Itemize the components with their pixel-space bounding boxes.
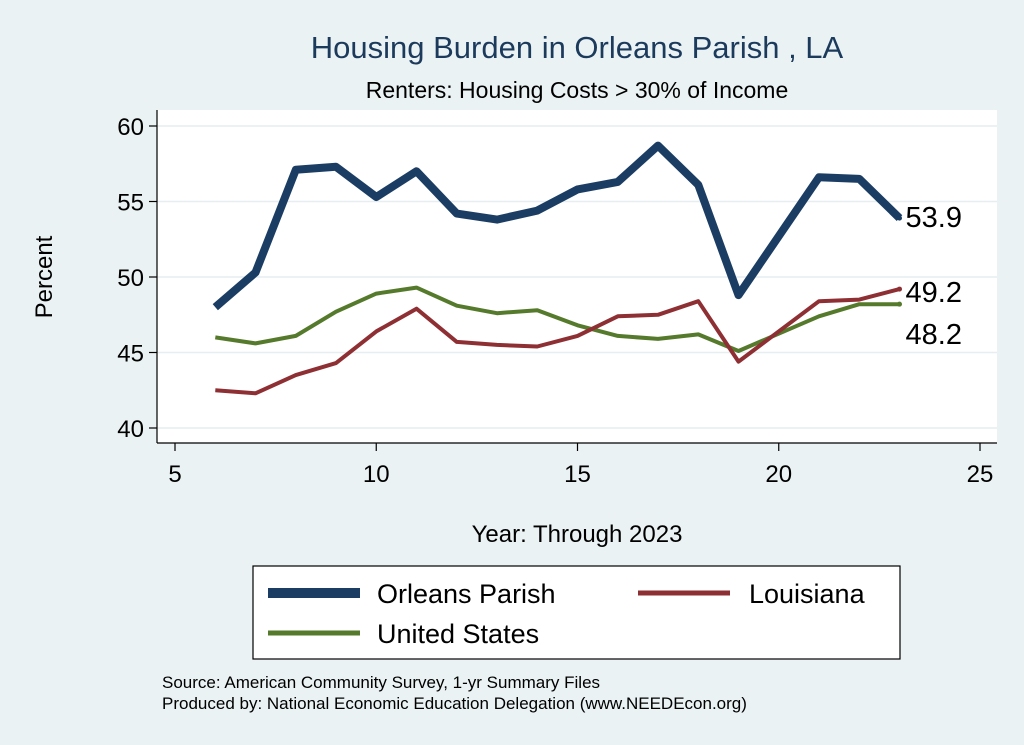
end-label-united-states: 48.2 <box>906 319 962 351</box>
x-tick-label-10: 10 <box>363 461 390 488</box>
x-tick-label-20: 20 <box>765 461 792 488</box>
y-tick-label-60: 60 <box>117 114 144 141</box>
y-tick-label-50: 50 <box>117 265 144 292</box>
end-label-orleans-parish: 53.9 <box>906 202 962 234</box>
gridlines <box>157 125 997 429</box>
y-axis-label: Percent <box>31 235 58 318</box>
legend: Orleans Parish Louisiana United States <box>252 565 901 660</box>
axes: 40 45 50 55 60 5 10 15 20 25 <box>117 110 997 488</box>
point-orleans-parish-23 <box>897 215 902 221</box>
y-tick-label-55: 55 <box>117 190 144 217</box>
legend-label-united-states: United States <box>377 619 539 649</box>
legend-label-orleans: Orleans Parish <box>377 579 556 609</box>
y-tick-label-45: 45 <box>117 341 144 368</box>
legend-box <box>252 565 901 660</box>
chart-title: Housing Burden in Orleans Parish , LA <box>311 30 844 65</box>
end-label-louisiana: 49.2 <box>906 277 962 309</box>
legend-label-louisiana: Louisiana <box>749 579 866 609</box>
end-labels: 53.9 49.2 48.2 <box>906 202 962 351</box>
x-tick-label-15: 15 <box>564 461 591 488</box>
x-tick-label-25: 25 <box>967 461 994 488</box>
point-united-states-23 <box>897 301 902 307</box>
source-note: Source: American Community Survey, 1-yr … <box>162 673 600 692</box>
x-axis-label: Year: Through 2023 <box>472 521 683 548</box>
series-lines <box>212 141 903 396</box>
chart-subtitle: Renters: Housing Costs > 30% of Income <box>366 77 789 103</box>
y-tick-label-40: 40 <box>117 416 144 443</box>
point-louisiana-23 <box>897 286 902 292</box>
x-tick-label-5: 5 <box>168 461 181 488</box>
producer-note: Produced by: National Economic Education… <box>162 694 747 713</box>
